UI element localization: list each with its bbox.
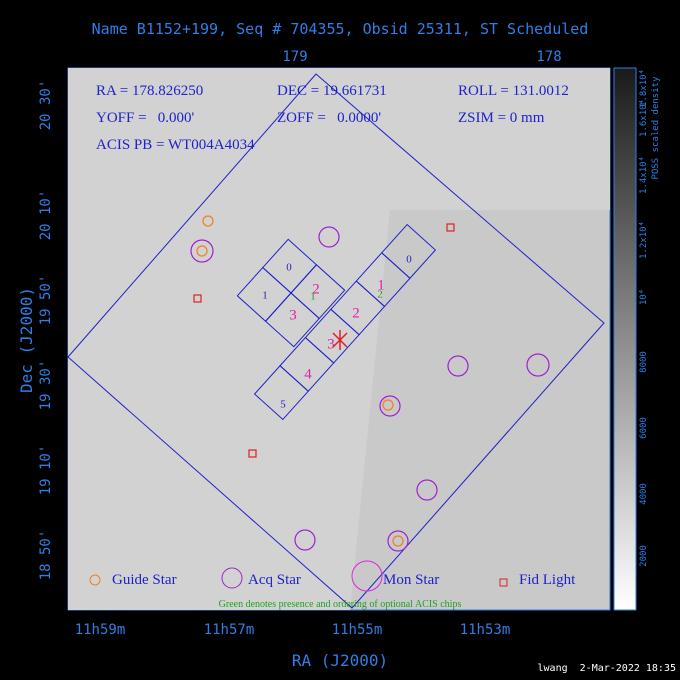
guide-star (382, 399, 394, 411)
top-tick-label: 178 (536, 49, 561, 65)
acq-star (379, 395, 401, 417)
left-tick-label: 19 50' (38, 275, 54, 326)
fid-lights (193, 223, 455, 458)
footer: lwang 2-Mar-2022 18:35 (538, 663, 676, 674)
optional-chip: 1 (310, 291, 316, 303)
colorbar-tick-label: 10⁴ (639, 289, 649, 305)
legend-symbol (351, 560, 383, 592)
chip-label: 1 (262, 290, 268, 302)
legend-symbol (89, 574, 101, 586)
top-tick-label: 179 (282, 49, 307, 65)
acq-star (294, 529, 316, 551)
left-tick-label: 20 30' (38, 80, 54, 131)
colorbar-tick-label: 1.4x10⁴ (639, 156, 649, 194)
legend-label: Guide Star (112, 572, 177, 588)
chip-label: 0 (286, 262, 292, 274)
chip-label: 2 (312, 281, 320, 297)
acq-star (387, 530, 409, 552)
colorbar (613, 67, 637, 611)
left-tick-label: 19 10' (38, 445, 54, 496)
acq-star (190, 239, 214, 263)
chip (264, 292, 320, 348)
colorbar-tick-label: 6000 (639, 417, 649, 439)
chip-label: 0 (406, 254, 412, 266)
guide-stars (196, 215, 404, 547)
acq-stars (190, 226, 550, 552)
info-text: ZSIM = 0 mm (458, 110, 545, 126)
bottom-tick-label: 11h55m (332, 622, 383, 638)
x-axis-label: RA (J2000) (292, 651, 388, 670)
info-text: ROLL = 131.0012 (458, 83, 569, 99)
title: Name B1152+199, Seq # 704355, Obsid 2531… (92, 20, 589, 38)
acq-star (318, 226, 340, 248)
chip-label: 3 (289, 307, 297, 323)
colorbar-label: POSS scaled density (651, 76, 661, 180)
info-text: DEC = 19.661731 (277, 83, 387, 99)
chip-label: 1 (377, 277, 385, 293)
colorbar-tick-label: 1.2x10⁴ (639, 221, 649, 259)
colorbar-tick-label: 1.8x10⁴ (639, 69, 649, 107)
chip (253, 365, 309, 421)
legend-label: Acq Star (248, 572, 301, 588)
guide-star (196, 245, 208, 257)
legend-label: Mon Star (383, 572, 439, 588)
acq-star (447, 355, 469, 377)
optional-chip: 2 (377, 289, 383, 301)
s-array (253, 223, 437, 421)
bottom-tick-label: 11h57m (204, 622, 255, 638)
info-text: ACIS PB = WT004A4034 (96, 137, 255, 153)
colorbar-tick-label: 4000 (639, 483, 649, 505)
fid-light (248, 449, 257, 458)
info-text: RA = 178.826250 (96, 83, 203, 99)
field-outline (67, 73, 605, 609)
chip-label: 3 (327, 336, 335, 352)
bottom-tick-label: 11h59m (75, 622, 126, 638)
bottom-tick-label: 11h53m (460, 622, 511, 638)
chip-label: 5 (280, 399, 286, 411)
i-array (236, 238, 346, 348)
chip-label: 4 (304, 366, 312, 382)
note: Green denotes presence and ordering of o… (219, 599, 462, 610)
acq-star (416, 479, 438, 501)
acq-star (526, 353, 550, 377)
fid-light (446, 223, 455, 232)
colorbar-tick-label: 8000 (639, 351, 649, 373)
fid-light (193, 294, 202, 303)
info-text: ZOFF = 0.0000' (277, 110, 381, 126)
colorbar-tick-label: 2000 (639, 545, 649, 567)
info-text: YOFF = 0.000' (96, 110, 195, 126)
left-tick-label: 18 50' (38, 530, 54, 581)
left-tick-label: 19 30' (38, 360, 54, 411)
legend-symbol (499, 578, 508, 587)
chip-label: 2 (352, 305, 360, 321)
y-axis-label: Dec (J2000) (17, 287, 36, 393)
guide-star (392, 535, 404, 547)
guide-star (202, 215, 214, 227)
left-tick-label: 20 10' (38, 190, 54, 241)
legend-symbol (221, 567, 243, 589)
target-marker (332, 330, 348, 350)
legend-label: Fid Light (519, 572, 576, 588)
colorbar-tick-label: 1.6x10⁴ (639, 99, 649, 137)
